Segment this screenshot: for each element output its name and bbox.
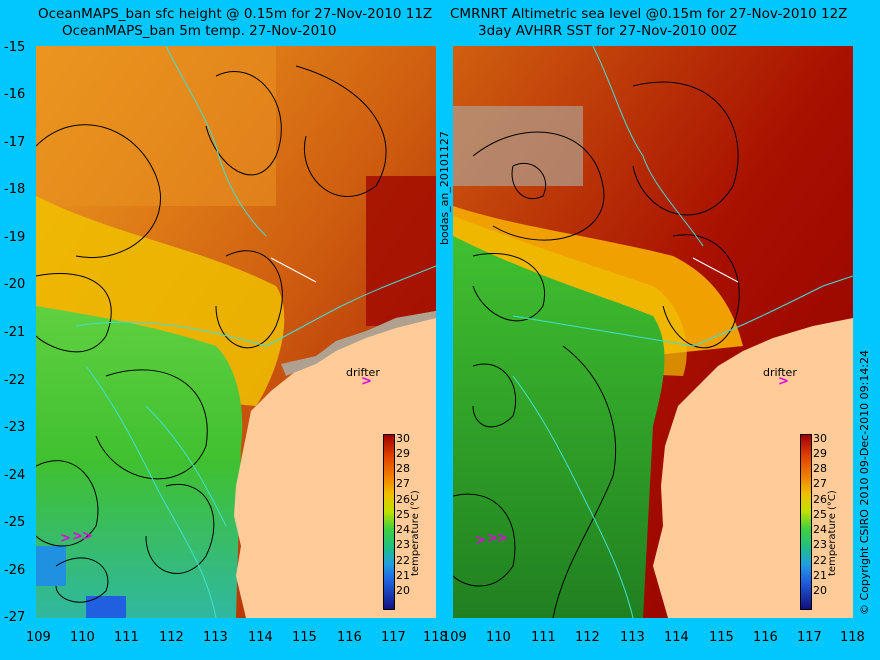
x-tick-label: 111: [114, 630, 139, 645]
colorbar: [800, 434, 812, 610]
x-tick-label: 117: [381, 630, 406, 645]
x-tick-label: 112: [159, 630, 184, 645]
colorbar-tick: 29: [813, 447, 827, 460]
drifter-track-icon: >: [475, 533, 486, 548]
drifter-track-icon: >: [497, 531, 508, 546]
right-map-panel: drifter > > > > temperature (°C) 30 29 2…: [453, 46, 853, 618]
colorbar-tick: 23: [396, 538, 410, 551]
drifter-label: drifter: [346, 366, 380, 379]
colorbar-tick: 20: [396, 584, 410, 597]
x-tick-label: 113: [203, 630, 228, 645]
y-tick-label: -25: [4, 515, 26, 530]
right-map-graphic: [453, 46, 853, 618]
colorbar-tick: 25: [813, 508, 827, 521]
y-tick-label: -15: [4, 40, 26, 55]
drifter-track-icon: >: [60, 531, 71, 546]
y-tick-label: -20: [4, 277, 26, 292]
colorbar-tick: 22: [813, 554, 827, 567]
colorbar-tick: 28: [813, 462, 827, 475]
colorbar-tick: 22: [396, 554, 410, 567]
colorbar-title: temperature (°C): [410, 490, 421, 576]
colorbar-tick: 30: [396, 432, 410, 445]
colorbar-tick: 27: [813, 477, 827, 490]
x-tick-label: 109: [442, 630, 467, 645]
colorbar-title: temperature (°C): [827, 490, 838, 576]
colorbar-tick: 29: [396, 447, 410, 460]
colorbar-tick: 26: [396, 493, 410, 506]
x-tick-label: 116: [337, 630, 362, 645]
x-tick-label: 116: [753, 630, 778, 645]
x-tick-label: 114: [664, 630, 689, 645]
y-tick-label: -18: [4, 182, 26, 197]
colorbar-tick: 20: [813, 584, 827, 597]
colorbar-tick: 23: [813, 538, 827, 551]
x-tick-label: 117: [797, 630, 822, 645]
drifter-track-icon: >: [82, 529, 93, 544]
y-tick-label: -21: [4, 325, 26, 340]
colorbar-tick: 26: [813, 493, 827, 506]
drifter-track-icon: >: [72, 529, 83, 544]
colorbar-tick: 28: [396, 462, 410, 475]
drifter-marker-icon: >: [361, 374, 372, 389]
colorbar-tick: 24: [813, 523, 827, 536]
dataset-side-label: bodas_an_20101127: [438, 131, 451, 245]
drifter-track-icon: >: [487, 531, 498, 546]
y-tick-label: -19: [4, 230, 26, 245]
colorbar-tick: 24: [396, 523, 410, 536]
x-tick-label: 112: [575, 630, 600, 645]
x-tick-label: 118: [840, 630, 865, 645]
left-map-panel: drifter > > > > temperature (°C) 30 29 2…: [36, 46, 436, 618]
right-title-line1: CMRNRT Altimetric sea level @0.15m for 2…: [450, 6, 848, 22]
x-tick-label: 115: [292, 630, 317, 645]
colorbar-tick: 21: [813, 569, 827, 582]
x-tick-label: 110: [486, 630, 511, 645]
x-tick-label: 109: [26, 630, 51, 645]
x-tick-label: 114: [248, 630, 273, 645]
x-tick-label: 111: [531, 630, 556, 645]
left-title-line2: OceanMAPS_ban 5m temp. 27-Nov-2010: [62, 23, 337, 39]
x-tick-label: 118: [423, 630, 448, 645]
drifter-label: drifter: [763, 366, 797, 379]
y-tick-label: -17: [4, 135, 26, 150]
y-tick-label: -27: [4, 610, 26, 625]
left-map-graphic: [36, 46, 436, 618]
y-tick-label: -24: [4, 468, 26, 483]
y-tick-label: -26: [4, 563, 26, 578]
left-title-line1: OceanMAPS_ban sfc height @ 0.15m for 27-…: [38, 6, 433, 22]
right-title-line2: 3day AVHRR SST for 27-Nov-2010 00Z: [478, 23, 738, 39]
y-tick-label: -23: [4, 420, 26, 435]
drifter-marker-icon: >: [778, 374, 789, 389]
colorbar-tick: 25: [396, 508, 410, 521]
colorbar: [383, 434, 395, 610]
colorbar-tick: 27: [396, 477, 410, 490]
y-tick-label: -16: [4, 87, 26, 102]
x-tick-label: 113: [620, 630, 645, 645]
x-tick-label: 115: [709, 630, 734, 645]
colorbar-tick: 21: [396, 569, 410, 582]
y-tick-label: -22: [4, 373, 26, 388]
colorbar-tick: 30: [813, 432, 827, 445]
copyright-label: © Copyright CSIRO 2010 09-Dec-2010 09:14…: [858, 349, 871, 615]
x-tick-label: 110: [70, 630, 95, 645]
